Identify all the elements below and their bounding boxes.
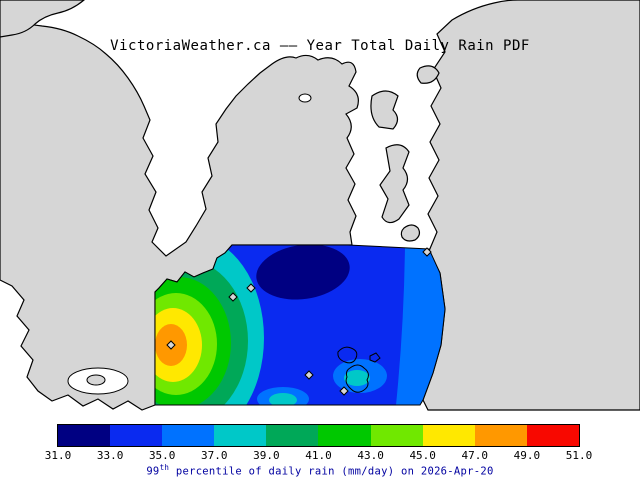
island-outline xyxy=(345,364,369,393)
land-northwest-corner xyxy=(0,0,85,38)
colorbar-tick-label: 45.0 xyxy=(409,449,436,462)
island xyxy=(370,90,399,130)
colorbar-segment xyxy=(318,425,371,446)
station-marker xyxy=(339,386,349,396)
land-east-mainland xyxy=(422,0,640,411)
caption-superscript: th xyxy=(159,463,170,472)
station-marker xyxy=(422,247,432,257)
colorbar-segment xyxy=(162,425,215,446)
colorbar-segment xyxy=(370,425,423,446)
colorbar-tick-label: 39.0 xyxy=(253,449,280,462)
colorbar-tick-label: 31.0 xyxy=(44,449,72,462)
island xyxy=(416,65,440,84)
colorbar-segment xyxy=(58,425,111,446)
colorbar xyxy=(57,424,580,447)
contour-band-35-37 xyxy=(396,245,445,405)
island-outline xyxy=(369,352,381,363)
plot-title: VictoriaWeather.ca —— Year Total Daily R… xyxy=(110,38,530,54)
contour-min-31-33 xyxy=(256,245,350,300)
island xyxy=(400,224,421,242)
colorbar-tick-label: 49.0 xyxy=(513,449,541,462)
colorbar-segment xyxy=(266,425,319,446)
colorbar-segment xyxy=(110,425,163,446)
colorbar-tick-label: 43.0 xyxy=(357,449,384,462)
colorbar-segment xyxy=(422,425,475,446)
caption-value: 99 xyxy=(146,465,160,478)
colorbar-segments xyxy=(58,425,579,446)
island xyxy=(379,144,410,224)
contour-patch-37-39 xyxy=(344,370,370,386)
colorbar-tick-label: 51.0 xyxy=(565,449,593,462)
station-marker xyxy=(246,283,256,293)
colorbar-segment xyxy=(474,425,527,446)
colorbar-tick-label: 47.0 xyxy=(461,449,489,462)
caption-text: percentile of daily rain (mm/day) on 202… xyxy=(169,465,494,478)
colorbar-tick-label: 41.0 xyxy=(305,449,332,462)
station-marker xyxy=(228,292,238,302)
contour-patch-37-39 xyxy=(269,393,297,405)
contour-region xyxy=(155,245,445,405)
colorbar-segment xyxy=(214,425,267,446)
station-marker xyxy=(166,340,176,350)
caption: 99th percentile of daily rain (mm/day) o… xyxy=(0,463,640,478)
station-marker xyxy=(304,370,314,380)
analysis-region-border xyxy=(154,244,446,406)
colorbar-ticks: 31.0 33.0 35.0 37.0 39.0 41.0 43.0 45.0 47.0 49.0… xyxy=(45,449,593,462)
colorbar-tick-label: 33.0 xyxy=(96,449,124,462)
colorbar-segment xyxy=(526,425,579,446)
islet xyxy=(86,374,106,386)
island-outline xyxy=(337,346,358,364)
colorbar-tick-label: 37.0 xyxy=(201,449,228,462)
colorbar-tick-label: 35.0 xyxy=(148,449,176,462)
lake xyxy=(298,93,312,103)
